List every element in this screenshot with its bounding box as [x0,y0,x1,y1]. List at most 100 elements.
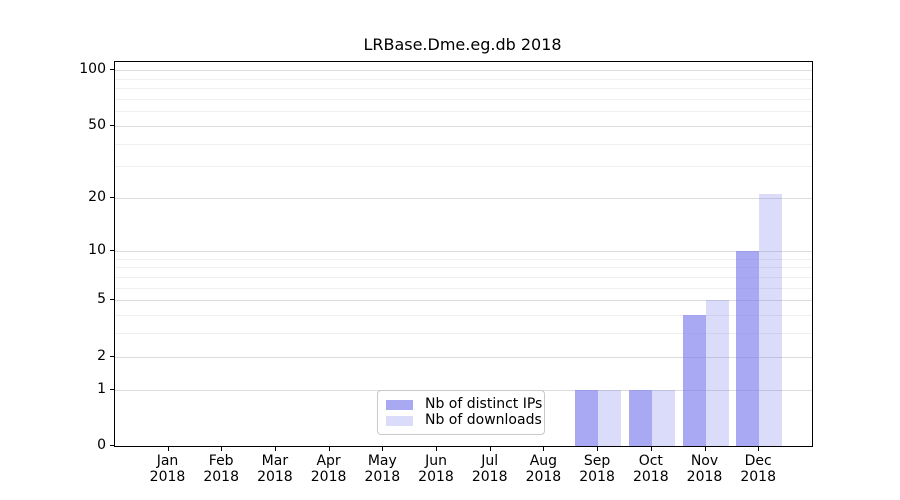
x-tick-year: 2018 [686,469,723,485]
x-tick-label: Sep 2018 [562,453,632,485]
x-tick-label: Nov 2018 [670,453,740,485]
x-tick-label: Oct 2018 [616,453,686,485]
y-tick-mark [110,355,114,357]
y-tick-mark [110,299,114,301]
x-tick-mark [328,446,330,451]
legend-label-distinct-ips: Nb of distinct IPs [425,396,543,412]
x-tick-label: Dec 2018 [723,453,793,485]
minor-gridline [115,287,812,289]
minor-gridline [115,333,812,335]
y-tick-mark [110,388,114,390]
bar-distinct-ips [736,250,760,446]
y-tick-mark [110,69,114,71]
major-gridline [115,125,812,127]
x-tick-year: 2018 [203,469,239,485]
x-tick-mark [704,446,706,451]
x-tick-month: Nov [690,453,719,469]
x-tick-month: Dec [744,453,772,469]
bar-downloads [598,389,622,446]
legend: Nb of distinct IPs Nb of downloads [377,390,545,435]
x-tick-label: Feb 2018 [186,453,256,485]
minor-gridline [115,276,812,278]
legend-entry-distinct-ips: Nb of distinct IPs [386,397,542,412]
chart-title: LRBase.Dme.eg.db 2018 [363,35,562,54]
bar-downloads [759,194,783,446]
x-tick-mark [221,446,223,451]
x-tick-year: 2018 [740,469,776,485]
x-tick-label: Aug 2018 [508,453,578,485]
x-tick-mark [597,446,599,451]
y-tick-label: 1 [97,380,106,397]
minor-gridline [115,267,812,269]
x-tick-year: 2018 [257,469,293,485]
x-tick-label: Jul 2018 [455,453,525,485]
major-gridline [115,356,812,358]
y-tick-mark [110,249,114,251]
y-tick-label: 100 [79,61,106,78]
x-tick-mark [436,446,437,451]
x-tick-month: Feb [208,453,234,469]
x-tick-year: 2018 [149,469,186,485]
x-tick-month: Jul [481,453,499,469]
legend-label-downloads: Nb of downloads [425,412,542,428]
x-tick-year: 2018 [364,469,401,485]
x-tick-month: Oct [638,453,663,469]
y-tick-mark [110,445,114,446]
x-tick-year: 2018 [525,469,562,485]
legend-entry-downloads: Nb of downloads [386,413,542,428]
x-tick-year: 2018 [632,469,669,485]
x-tick-label: May 2018 [347,453,417,485]
x-tick-mark [167,446,169,451]
y-tick-label: 2 [97,347,106,364]
x-tick-label: Jan 2018 [133,453,203,485]
x-tick-mark [489,446,491,451]
x-tick-month: Jun [425,453,447,469]
minor-gridline [115,315,812,316]
bar-downloads [705,300,729,446]
y-tick-label: 0 [97,437,106,453]
bar-distinct-ips [575,389,599,446]
x-tick-mark [758,446,760,451]
y-tick-label: 20 [88,189,106,206]
x-tick-mark [543,446,545,451]
minor-gridline [115,258,812,260]
y-tick-mark [110,197,114,199]
minor-gridline [115,99,812,100]
legend-swatch-distinct-ips [386,399,413,410]
plot-area [114,61,813,447]
x-tick-year: 2018 [310,469,347,485]
x-tick-month: May [367,453,397,469]
x-tick-mark [382,446,384,451]
minor-gridline [115,166,812,168]
x-tick-month: Mar [261,453,289,469]
x-tick-month: Aug [529,453,558,469]
y-tick-label: 50 [88,116,106,133]
major-gridline [115,300,812,302]
bar-downloads [651,389,675,446]
x-tick-label: Apr 2018 [294,453,364,485]
minor-gridline [115,143,812,145]
x-tick-mark [650,446,652,451]
major-gridline [115,198,812,200]
x-tick-label: Mar 2018 [240,453,310,485]
x-tick-month: Sep [583,453,611,469]
x-tick-year: 2018 [418,469,454,485]
x-tick-year: 2018 [471,469,508,485]
major-gridline [115,70,812,72]
y-tick-label: 10 [88,241,106,258]
bar-distinct-ips [628,389,652,446]
x-tick-month: Jan [156,453,179,469]
legend-swatch-downloads [386,415,413,426]
major-gridline [115,250,812,252]
x-tick-month: Apr [316,453,341,469]
x-tick-mark [274,446,276,451]
x-tick-year: 2018 [579,469,615,485]
y-tick-mark [110,124,114,126]
minor-gridline [115,78,812,80]
y-tick-label: 5 [97,291,106,308]
minor-gridline [115,88,812,90]
x-tick-label: Jun 2018 [401,453,471,485]
minor-gridline [115,111,812,113]
bar-distinct-ips [682,315,706,446]
